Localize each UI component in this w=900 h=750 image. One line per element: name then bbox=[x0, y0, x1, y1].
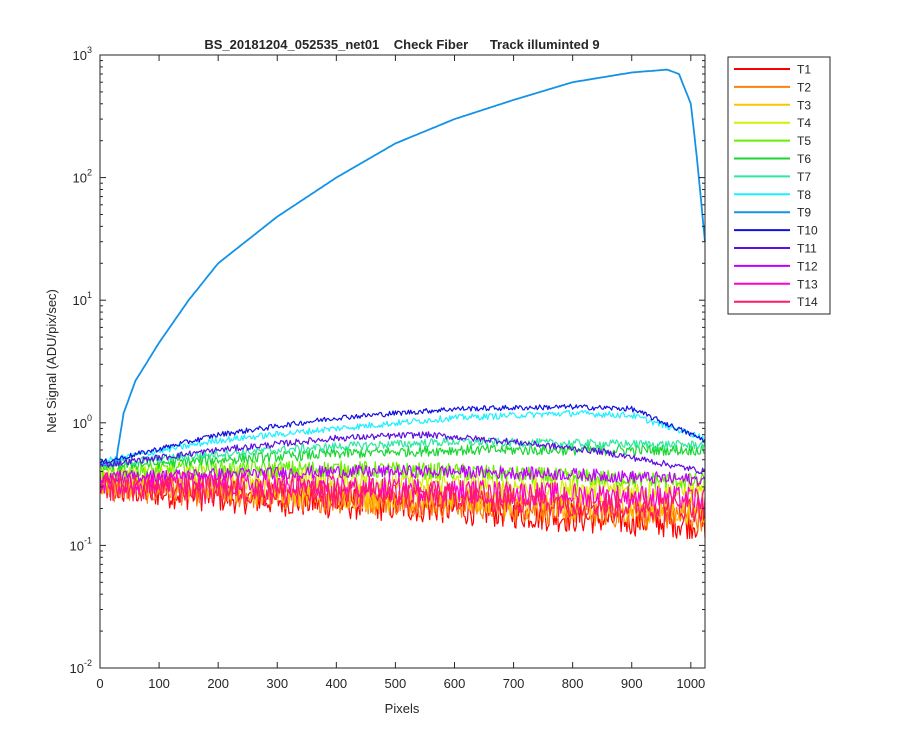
y-tick-exponent: -1 bbox=[84, 535, 92, 545]
x-tick-label: 1000 bbox=[676, 676, 705, 691]
legend-box bbox=[727, 56, 831, 315]
series-layer bbox=[99, 68, 706, 540]
y-tick-exponent: 1 bbox=[87, 290, 92, 300]
legend-label: T3 bbox=[797, 98, 811, 112]
y-tick-label: 102 bbox=[73, 168, 92, 186]
x-tick-label: 200 bbox=[207, 676, 229, 691]
legend-label: T6 bbox=[797, 152, 811, 166]
series-line-t6 bbox=[99, 444, 706, 471]
legend-label: T7 bbox=[797, 170, 811, 184]
series-line-t12 bbox=[99, 464, 706, 487]
series-line-t13 bbox=[99, 470, 706, 510]
y-tick-label: 100 bbox=[73, 413, 92, 431]
y-tick-label: 10-1 bbox=[70, 535, 92, 553]
series-line-t14 bbox=[99, 474, 706, 523]
x-tick-label: 800 bbox=[562, 676, 584, 691]
y-tick-exponent: 0 bbox=[87, 413, 92, 423]
y-tick-base: 10 bbox=[73, 293, 87, 308]
x-tick-label: 300 bbox=[266, 676, 288, 691]
chart-title: BS_20181204_052535_net01 Check Fiber Tra… bbox=[204, 37, 599, 52]
y-tick-base: 10 bbox=[70, 661, 84, 676]
y-axis-label: Net Signal (ADU/pix/sec) bbox=[44, 289, 59, 433]
plot-area bbox=[99, 54, 706, 669]
legend-label: T1 bbox=[797, 63, 811, 77]
x-tick-label: 700 bbox=[503, 676, 525, 691]
y-tick-exponent: -2 bbox=[84, 658, 92, 668]
legend: T1 T2 T3 T4 T5 T6 T7 T8 T9 T10 T11 T12 T13 T14 bbox=[727, 56, 831, 315]
legend-label: T14 bbox=[797, 295, 818, 309]
legend-label: T13 bbox=[797, 277, 818, 291]
series-line-t7 bbox=[99, 437, 706, 467]
series-line-t8 bbox=[99, 409, 706, 465]
legend-label: T8 bbox=[797, 188, 811, 202]
tick-layer: 0 100 200 300 400 500 600 700 800 900 100010-210-1… bbox=[70, 45, 706, 691]
y-tick-exponent: 3 bbox=[87, 45, 92, 55]
x-tick-label: 100 bbox=[148, 676, 170, 691]
y-tick-base: 10 bbox=[70, 538, 84, 553]
y-tick-label: 101 bbox=[73, 290, 92, 308]
series-line-t9 bbox=[100, 68, 706, 467]
x-tick-label: 400 bbox=[325, 676, 347, 691]
y-tick-exponent: 2 bbox=[87, 168, 92, 178]
legend-label: T5 bbox=[797, 134, 811, 148]
legend-label: T11 bbox=[797, 242, 817, 256]
y-tick-label: 10-2 bbox=[70, 658, 92, 676]
x-tick-label: 600 bbox=[444, 676, 466, 691]
x-tick-label: 900 bbox=[621, 676, 643, 691]
legend-label: T2 bbox=[797, 80, 811, 94]
legend-label: T4 bbox=[797, 116, 811, 130]
series-line-t5 bbox=[99, 459, 706, 490]
series-line-t11 bbox=[99, 431, 706, 475]
legend-label: T12 bbox=[797, 259, 818, 273]
y-tick-base: 10 bbox=[73, 171, 87, 186]
legend-label: T9 bbox=[797, 206, 811, 220]
y-tick-base: 10 bbox=[73, 416, 87, 431]
x-tick-label: 0 bbox=[96, 676, 103, 691]
y-tick-base: 10 bbox=[73, 48, 87, 63]
y-tick-label: 103 bbox=[73, 45, 92, 63]
x-tick-label: 500 bbox=[385, 676, 407, 691]
series-line-t10 bbox=[99, 403, 706, 465]
legend-label: T10 bbox=[797, 224, 818, 238]
x-axis-label: Pixels bbox=[385, 701, 420, 716]
